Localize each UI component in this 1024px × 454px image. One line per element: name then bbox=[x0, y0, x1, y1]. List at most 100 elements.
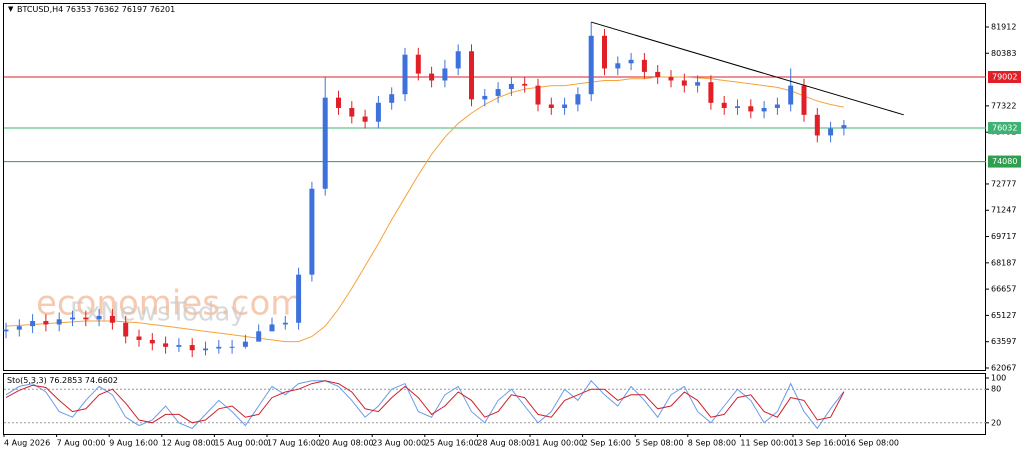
level-label-box bbox=[988, 155, 1021, 168]
candle-body bbox=[495, 89, 501, 96]
main-panel bbox=[3, 3, 986, 371]
x-tick-label: 17 Aug 16:00 bbox=[267, 439, 321, 448]
y-tick-label: 65127 bbox=[991, 311, 1016, 320]
candle-body bbox=[735, 106, 740, 108]
y-tick-label: 71247 bbox=[991, 206, 1016, 215]
x-tick-label: 8 Sep 08:00 bbox=[688, 439, 736, 448]
candle-body bbox=[189, 345, 195, 351]
x-tick-label: 2 Sep 16:00 bbox=[583, 439, 631, 448]
candle-body bbox=[30, 321, 36, 327]
candle-body bbox=[655, 71, 661, 78]
candle-body bbox=[522, 83, 528, 86]
level-label-box bbox=[988, 70, 1021, 83]
candle-body bbox=[269, 324, 275, 332]
candle-body bbox=[43, 321, 49, 325]
readout: 76.2853 bbox=[49, 376, 82, 385]
quote: 76362 bbox=[94, 5, 119, 14]
candle-body bbox=[203, 348, 208, 351]
candle-body bbox=[109, 315, 115, 323]
x-tick-label: 20 Aug 08:00 bbox=[320, 439, 374, 448]
candle-body bbox=[282, 322, 288, 325]
candle-body bbox=[163, 343, 169, 347]
osc-tick-label: 100 bbox=[991, 374, 1006, 383]
candle-body bbox=[761, 107, 767, 112]
candle-body bbox=[535, 85, 541, 105]
candle-body bbox=[149, 339, 155, 344]
y-tick-label: 80383 bbox=[991, 49, 1016, 58]
trendline bbox=[591, 21, 904, 116]
symbol: BTCUSD,H4 bbox=[17, 5, 63, 14]
candle-body bbox=[375, 102, 381, 122]
candle-body bbox=[123, 322, 129, 337]
x-tick-label: 25 Aug 16:00 bbox=[425, 439, 479, 448]
candle-body bbox=[442, 68, 448, 81]
candle-body bbox=[828, 128, 834, 136]
y-tick-label: 68187 bbox=[991, 258, 1016, 267]
x-tick-label: 7 Aug 00:00 bbox=[57, 439, 106, 448]
chart-header: BTCUSD,H4 76353 76362 76197 76201 bbox=[17, 5, 175, 14]
y-tick-label: 81912 bbox=[991, 22, 1016, 31]
collapse-icon: ▼ bbox=[8, 5, 14, 13]
candle-body bbox=[389, 94, 395, 103]
oscillator-panel bbox=[3, 373, 986, 435]
candle-body bbox=[695, 82, 701, 86]
candle-body bbox=[70, 317, 75, 320]
moving-average bbox=[5, 76, 844, 343]
osc-tick-label: 80 bbox=[991, 385, 1001, 394]
y-tick-label: 63597 bbox=[991, 337, 1016, 346]
osc-line bbox=[5, 380, 845, 424]
oscillator-header: Sto(5,3,3) 76.2853 74.6602 bbox=[7, 376, 118, 385]
level-label: 74080 bbox=[992, 157, 1017, 166]
candle-body bbox=[841, 125, 847, 129]
candle-body bbox=[801, 85, 807, 115]
x-tick-label: 28 Aug 08:00 bbox=[477, 439, 531, 448]
candle-body bbox=[96, 315, 102, 320]
candle-body bbox=[429, 73, 435, 81]
candle-body bbox=[562, 104, 568, 108]
candle-body bbox=[681, 80, 687, 86]
x-tick-label: 15 Aug 00:00 bbox=[214, 439, 268, 448]
y-tick-label: 77322 bbox=[991, 101, 1016, 110]
osc-tick-label: 20 bbox=[991, 418, 1001, 427]
x-tick-label: 13 Sep 16:00 bbox=[793, 439, 846, 448]
candle-body bbox=[176, 345, 182, 347]
x-tick-label: 11 Sep 00:00 bbox=[740, 439, 793, 448]
candle-body bbox=[256, 331, 262, 342]
candle-body bbox=[575, 94, 581, 105]
candle-body bbox=[588, 35, 594, 95]
candle-body bbox=[136, 336, 142, 340]
candle-body bbox=[641, 59, 647, 72]
x-tick-label: 23 Aug 00:00 bbox=[372, 439, 426, 448]
candle-body bbox=[3, 329, 9, 332]
candle-body bbox=[708, 82, 714, 103]
candle-body bbox=[721, 102, 727, 108]
level-label: 76032 bbox=[992, 124, 1017, 133]
candle-body bbox=[415, 54, 421, 74]
candle-body bbox=[482, 95, 488, 100]
oscillator-name: Sto(5,3,3) bbox=[7, 376, 47, 385]
candle-body bbox=[469, 51, 474, 100]
candle-body bbox=[56, 319, 62, 325]
candle-body bbox=[788, 85, 794, 105]
candle-body bbox=[322, 97, 328, 189]
candle-body bbox=[615, 63, 621, 69]
candle-body bbox=[774, 104, 780, 108]
x-tick-label: 4 Aug 2026 bbox=[4, 439, 50, 448]
x-tick-label: 31 Aug 00:00 bbox=[530, 439, 584, 448]
candle-body bbox=[83, 317, 89, 320]
candle-body bbox=[336, 97, 341, 108]
candle-body bbox=[814, 114, 820, 136]
candle-body bbox=[548, 104, 554, 108]
quote: 76353 bbox=[66, 5, 91, 14]
y-tick-label: 66657 bbox=[991, 285, 1016, 294]
osc-line bbox=[5, 380, 845, 430]
y-tick-label: 69717 bbox=[991, 232, 1016, 241]
candle-body bbox=[242, 341, 248, 347]
level-label: 79002 bbox=[992, 72, 1017, 81]
candle-body bbox=[309, 188, 315, 275]
candle-body bbox=[349, 107, 355, 117]
watermark: FxNewsToday bbox=[70, 298, 246, 328]
candle-body bbox=[362, 116, 368, 122]
y-tick-label: 62067 bbox=[991, 363, 1016, 372]
